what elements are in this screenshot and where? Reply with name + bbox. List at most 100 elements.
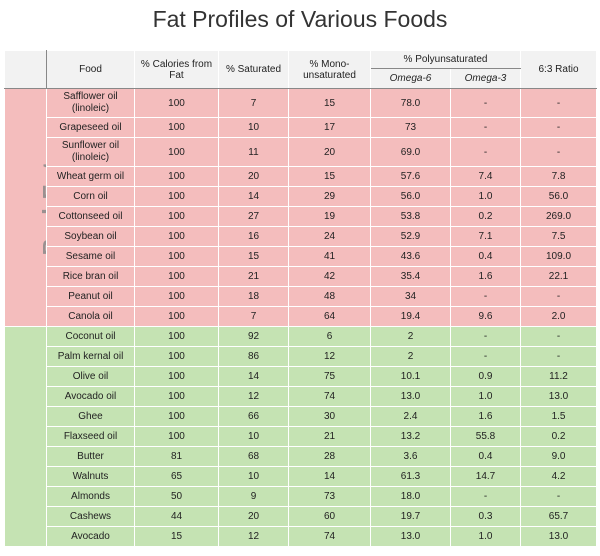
mono-cell: 60 bbox=[288, 506, 371, 527]
food-cell: Sesame oil bbox=[46, 246, 135, 267]
omega6-cell: 52.9 bbox=[370, 226, 451, 247]
calories-cell: 65 bbox=[134, 466, 219, 487]
saturated-cell: 68 bbox=[218, 446, 289, 467]
mono-cell: 6 bbox=[288, 326, 371, 347]
saturated-cell: 86 bbox=[218, 346, 289, 367]
header-polyunsaturated: % Polyunsaturated bbox=[369, 50, 522, 69]
omega3-cell: 1.0 bbox=[449, 526, 522, 547]
mono-cell: 20 bbox=[288, 137, 371, 167]
omega3-cell: 9.6 bbox=[449, 306, 522, 327]
ratio-cell: 9.0 bbox=[520, 446, 598, 467]
ratio-cell: 13.0 bbox=[520, 526, 598, 547]
saturated-cell: 92 bbox=[218, 326, 289, 347]
ratio-cell: - bbox=[520, 117, 598, 138]
ratio-cell: - bbox=[520, 286, 598, 307]
food-cell: Rice bran oil bbox=[46, 266, 135, 287]
calories-cell: 15 bbox=[134, 526, 219, 547]
ratio-cell: 7.8 bbox=[520, 166, 598, 187]
food-cell: Soybean oil bbox=[46, 226, 135, 247]
header-food: Food bbox=[46, 50, 135, 89]
ratio-cell: 56.0 bbox=[520, 186, 598, 207]
omega6-cell: 35.4 bbox=[370, 266, 451, 287]
saturated-cell: 14 bbox=[218, 186, 289, 207]
calories-cell: 100 bbox=[134, 346, 219, 367]
omega3-cell: 1.0 bbox=[449, 186, 522, 207]
ratio-cell: 4.2 bbox=[520, 466, 598, 487]
omega6-cell: 18.0 bbox=[370, 486, 451, 507]
mono-cell: 28 bbox=[288, 446, 371, 467]
omega3-cell: 0.4 bbox=[449, 246, 522, 267]
omega3-cell: 1.6 bbox=[449, 406, 522, 427]
saturated-cell: 10 bbox=[218, 426, 289, 447]
calories-cell: 100 bbox=[134, 366, 219, 387]
ratio-cell: 65.7 bbox=[520, 506, 598, 527]
omega3-cell: 1.6 bbox=[449, 266, 522, 287]
omega3-cell: 7.1 bbox=[449, 226, 522, 247]
omega6-cell: 13.2 bbox=[370, 426, 451, 447]
ratio-cell: 0.2 bbox=[520, 426, 598, 447]
omega6-cell: 34 bbox=[370, 286, 451, 307]
food-cell: Cashews bbox=[46, 506, 135, 527]
omega6-cell: 73 bbox=[370, 117, 451, 138]
calories-cell: 100 bbox=[134, 137, 219, 167]
table-row: Sunflower oil (linoleic) 100 11 20 69.0- - bbox=[5, 137, 598, 167]
omega6-cell: 2 bbox=[370, 346, 451, 367]
header-monounsaturated: % Mono-unsaturated bbox=[288, 50, 371, 89]
omega6-cell: 2.4 bbox=[370, 406, 451, 427]
calories-cell: 100 bbox=[134, 406, 219, 427]
ratio-cell: 109.0 bbox=[520, 246, 598, 267]
food-cell: Ghee bbox=[46, 406, 135, 427]
omega6-cell: 10.1 bbox=[370, 366, 451, 387]
header-saturated: % Saturated bbox=[218, 50, 289, 89]
mono-cell: 29 bbox=[288, 186, 371, 207]
omega6-cell: 61.3 bbox=[370, 466, 451, 487]
mono-cell: 19 bbox=[288, 206, 371, 227]
saturated-cell: 10 bbox=[218, 466, 289, 487]
ratio-cell: 1.5 bbox=[520, 406, 598, 427]
table-row: Almonds 50 9 73 18.0- - bbox=[5, 486, 598, 507]
mono-cell: 14 bbox=[288, 466, 371, 487]
food-cell: Flaxseed oil bbox=[46, 426, 135, 447]
omega3-cell: 0.3 bbox=[449, 506, 522, 527]
saturated-cell: 9 bbox=[218, 486, 289, 507]
table-row: Cottonseed oil 100 27 19 53.8 0.2 269.0 bbox=[5, 206, 598, 227]
omega6-cell: 78.0 bbox=[370, 88, 451, 118]
omega3-cell: 7.4 bbox=[449, 166, 522, 187]
omega6-cell: 57.6 bbox=[370, 166, 451, 187]
saturated-cell: 21 bbox=[218, 266, 289, 287]
mono-cell: 21 bbox=[288, 426, 371, 447]
table-row: Wheat germ oil 100 20 15 57.6 7.4 7.8 bbox=[5, 166, 598, 187]
ratio-cell: 7.5 bbox=[520, 226, 598, 247]
ratio-cell: 269.0 bbox=[520, 206, 598, 227]
omega3-cell: - bbox=[449, 137, 522, 167]
calories-cell: 50 bbox=[134, 486, 219, 507]
table-row: Palm kernal oil 100 86 12 2- - bbox=[5, 346, 598, 367]
mono-cell: 15 bbox=[288, 88, 371, 118]
omega6-cell: 56.0 bbox=[370, 186, 451, 207]
food-cell: Canola oil bbox=[46, 306, 135, 327]
ratio-cell: 11.2 bbox=[520, 366, 598, 387]
omega3-cell: - bbox=[449, 88, 522, 118]
saturated-cell: 18 bbox=[218, 286, 289, 307]
food-cell: Wheat germ oil bbox=[46, 166, 135, 187]
saturated-cell: 12 bbox=[218, 386, 289, 407]
calories-cell: 100 bbox=[134, 117, 219, 138]
table-row: Avocado oil 100 12 74 13.0 1.0 13.0 bbox=[5, 386, 598, 407]
mono-cell: 24 bbox=[288, 226, 371, 247]
table-row: Avocado 15 12 74 13.0 1.0 13.0 bbox=[5, 526, 598, 547]
saturated-cell: 7 bbox=[218, 306, 289, 327]
omega3-cell: 0.9 bbox=[449, 366, 522, 387]
calories-cell: 100 bbox=[134, 326, 219, 347]
calories-cell: 100 bbox=[134, 306, 219, 327]
omega6-cell: 13.0 bbox=[370, 526, 451, 547]
omega3-cell: 1.0 bbox=[449, 386, 522, 407]
mono-cell: 74 bbox=[288, 526, 371, 547]
mono-cell: 42 bbox=[288, 266, 371, 287]
calories-cell: 100 bbox=[134, 88, 219, 118]
omega3-cell: 14.7 bbox=[449, 466, 522, 487]
mono-cell: 15 bbox=[288, 166, 371, 187]
header-corner bbox=[4, 50, 47, 89]
header-omega6: Omega-6 bbox=[370, 68, 451, 89]
